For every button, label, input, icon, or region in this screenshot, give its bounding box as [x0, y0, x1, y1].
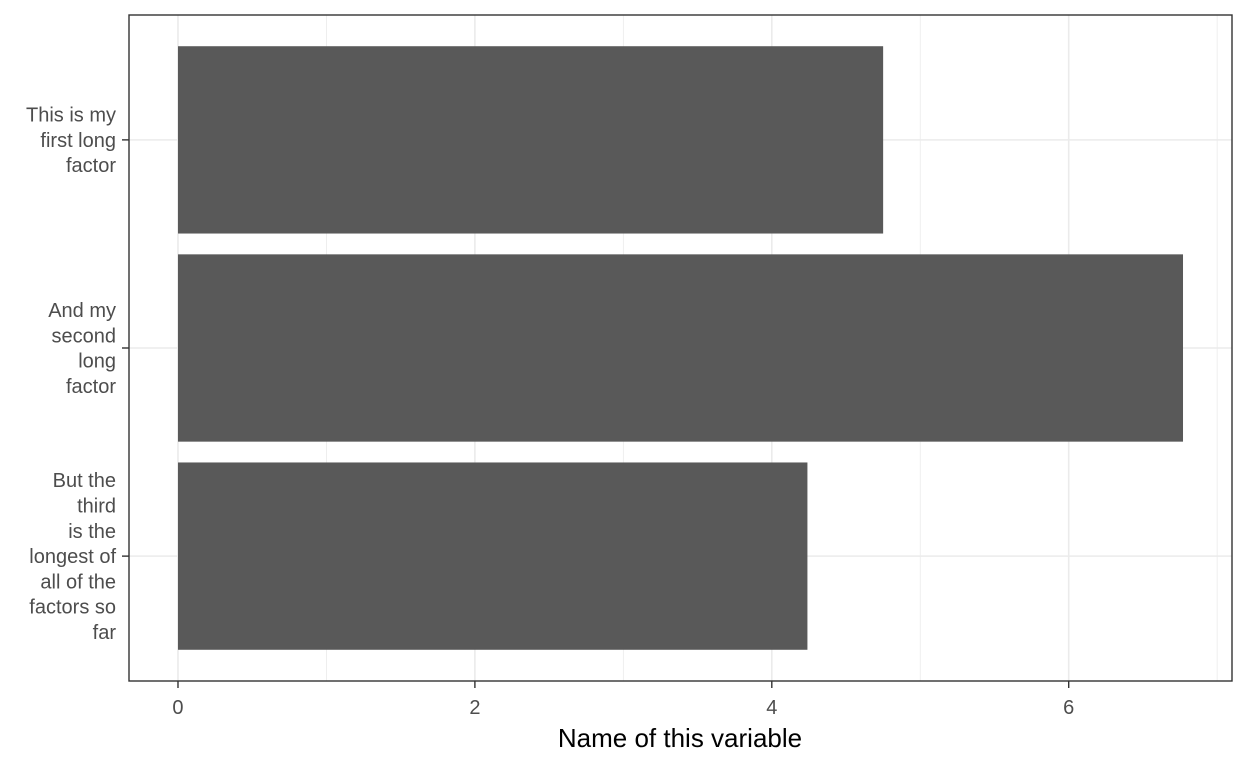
x-axis-title: Name of this variable: [558, 723, 802, 753]
y-tick-label-line: factor: [66, 376, 116, 398]
y-tick-label-line: long: [78, 351, 116, 373]
y-tick-label-line: all of the: [40, 571, 116, 593]
y-tick-label-line: is the: [68, 521, 116, 543]
x-axis: 0 2 4 6: [172, 681, 1074, 719]
y-tick-label-line: first long: [40, 130, 116, 152]
x-tick-label: 0: [172, 697, 183, 719]
x-tick-label: 2: [469, 697, 480, 719]
bars: [177, 46, 1184, 650]
y-tick-label-line: This is my: [26, 105, 116, 127]
bar-3: [177, 462, 808, 650]
bar-1: [177, 46, 884, 234]
y-tick-label-1: This is my first long factor: [26, 105, 116, 178]
y-tick-label-line: factors so: [29, 597, 116, 619]
y-tick-label-line: longest of: [29, 546, 116, 568]
y-tick-label-line: second: [52, 325, 117, 347]
x-tick-label: 6: [1063, 697, 1074, 719]
y-tick-label-line: far: [93, 622, 117, 644]
y-axis: This is my first long factor And my second lo…: [26, 105, 129, 644]
y-tick-label-2: And my second long factor: [48, 300, 116, 398]
y-tick-label-line: factor: [66, 155, 116, 177]
bar-2: [177, 254, 1184, 442]
x-tick-label: 4: [766, 697, 777, 719]
y-tick-label-line: But the: [53, 470, 116, 492]
y-tick-label-line: And my: [48, 300, 116, 322]
y-tick-label-3: But the third is the longest of all of the fa…: [29, 470, 116, 644]
y-tick-label-line: third: [77, 496, 116, 518]
